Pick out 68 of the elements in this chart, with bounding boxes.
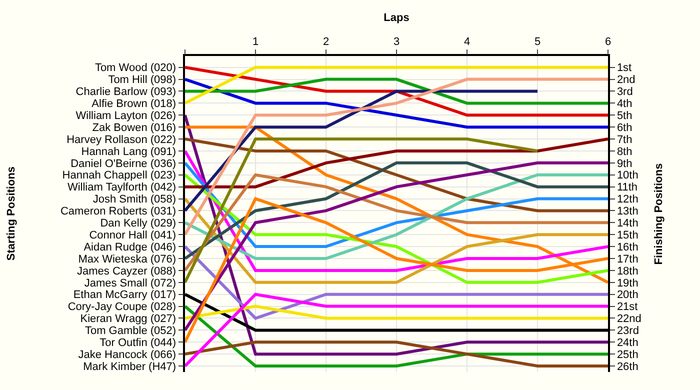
category-label: Cory-Jay Coupe (028) (68, 301, 176, 314)
category-label: Dan Kelly (029) (100, 218, 176, 230)
y2-tick-label: 2nd (616, 74, 636, 86)
category-label: Tor Outfin (044) (100, 336, 176, 349)
y2-tick-label: 7th (616, 134, 632, 146)
y2-tick-label: 11th (616, 182, 638, 194)
y2-tick-label: 5th (616, 110, 632, 122)
y2-tick-label: 3rd (616, 86, 633, 98)
y2-tick-label: 13th (616, 206, 638, 218)
y2-tick-label: 20th (616, 289, 638, 302)
category-label: Cameron Roberts (031) (60, 206, 176, 218)
y2-tick-label: 23rd (616, 325, 639, 338)
y2-tick-label: 17th (616, 253, 638, 266)
category-label: Josh Smith (058) (92, 194, 176, 206)
y2-axis-title: Finishing Positions (653, 163, 666, 265)
category-label: Alfie Brown (018) (92, 98, 176, 110)
y2-tick-label: 4th (616, 98, 632, 110)
category-label: William Taylforth (042) (67, 182, 176, 194)
line-series (185, 78, 608, 236)
y2-tick-label: 14th (616, 218, 638, 230)
category-label: Tom Wood (020) (94, 62, 176, 74)
category-label: Aidan Rudge (046) (84, 241, 176, 254)
text: Starting Positions (6, 166, 18, 261)
category-label: James Cayzer (088) (77, 265, 176, 278)
y2-tick-label: 25th (616, 348, 638, 361)
category-label: Connor Hall (041) (89, 229, 176, 242)
line-series (185, 161, 608, 332)
y2-tick-label: 9th (616, 158, 632, 170)
x-axis-title: Laps (384, 12, 410, 24)
category-label: Daniel O'Beirne (036) (70, 158, 176, 170)
category-label: Tom Hill (098) (108, 74, 176, 86)
x-tick-label: 3 (393, 36, 400, 48)
category-label: Max Wieteska (076) (78, 253, 176, 266)
y2-tick-label: 8th (616, 146, 632, 158)
category-label: Harvey Rollason (022) (66, 134, 176, 146)
y2-tick-label: 16th (616, 241, 638, 254)
y2-tick-label: 6th (616, 122, 632, 134)
x-tick-label: 5 (534, 36, 541, 48)
y2-tick-label: 12th (616, 194, 638, 206)
category-label: Jake Hancock (066) (78, 348, 176, 361)
y2-tick-label: 18th (616, 265, 638, 278)
y2-tick-label: 24th (616, 336, 638, 349)
x-tick-label: 1 (252, 36, 259, 48)
category-label: Charlie Barlow (093) (76, 86, 176, 98)
category-label: Mark Kimber (H47) (83, 360, 176, 373)
line-series (185, 66, 608, 117)
line-series (185, 197, 608, 284)
category-label: Zak Bowen (016) (92, 122, 176, 134)
line-series (185, 138, 608, 212)
category-label: James Small (072) (84, 277, 176, 290)
category-label: Hannah Lang (091) (81, 146, 176, 158)
x-tick-label: 4 (464, 36, 470, 48)
line-series (185, 138, 608, 188)
y2-tick-label: 19th (616, 277, 638, 290)
category-label: Hannah Chappell (023) (62, 170, 176, 182)
y2-tick-label: 10th (616, 170, 638, 182)
x-tick-label: 6 (604, 36, 612, 48)
y2-tick-label: 21st (616, 301, 638, 314)
x-tick-label: 2 (322, 36, 330, 48)
category-label: Kieran Wragg (027) (80, 313, 176, 326)
y2-tick-label: 22nd (616, 313, 642, 326)
category-label: Ethan McGarry (017) (73, 289, 176, 302)
y2-tick-label: 26th (616, 360, 638, 373)
y2-tick-label: 15th (616, 229, 638, 242)
line-series (185, 78, 608, 129)
category-label: Tom Gamble (052) (84, 325, 176, 338)
category-label: William Layton (026) (76, 110, 176, 122)
y2-tick-label: 1st (616, 62, 632, 74)
